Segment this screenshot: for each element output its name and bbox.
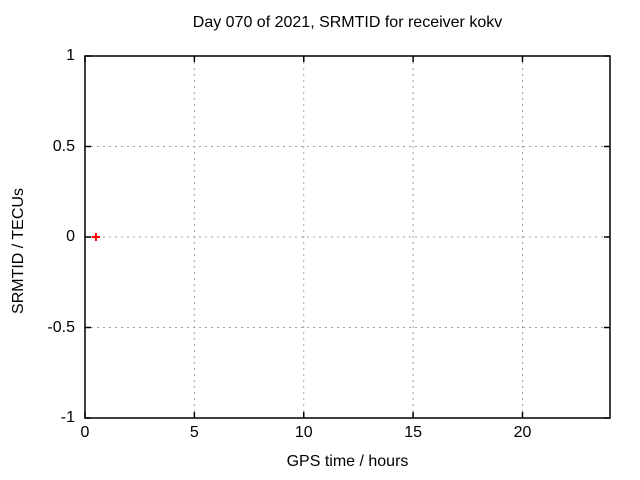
x-tick-label: 15 <box>404 424 423 441</box>
chart-title: Day 070 of 2021, SRMTID for receiver kok… <box>192 14 503 31</box>
y-tick-label: 0 <box>66 228 75 245</box>
y-tick-label: -1 <box>60 409 75 426</box>
x-tick-label: 20 <box>513 424 532 441</box>
x-tick-label: 5 <box>189 424 199 441</box>
y-tick-label: 0.5 <box>52 137 75 155</box>
x-axis-title: GPS time / hours <box>286 453 409 470</box>
plot-border <box>84 55 611 419</box>
data-point-marker <box>91 233 100 241</box>
x-tick-label: 10 <box>294 424 313 441</box>
x-tick-label: 0 <box>80 424 90 441</box>
y-tick-label: -0.5 <box>47 318 75 336</box>
y-tick-label: 1 <box>66 47 75 64</box>
